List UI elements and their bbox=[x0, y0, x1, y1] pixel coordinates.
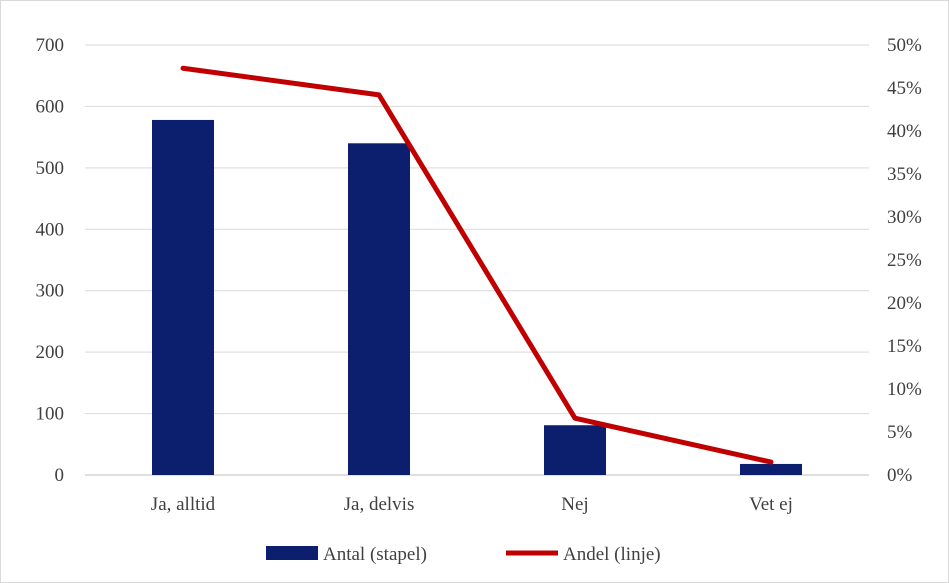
right-tick-label: 45% bbox=[887, 78, 922, 99]
legend-label-line: Andel (linje) bbox=[563, 544, 661, 565]
right-tick-label: 10% bbox=[887, 379, 922, 400]
bar-1 bbox=[152, 119, 214, 475]
legend-label-bar: Antal (stapel) bbox=[323, 544, 427, 565]
left-tick-label: 200 bbox=[36, 342, 65, 363]
x-axis: Ja, alltid Ja, delvis Nej Vet ej bbox=[151, 494, 793, 515]
left-tick-label: 700 bbox=[36, 35, 65, 56]
right-tick-label: 0% bbox=[887, 465, 913, 486]
bar-3 bbox=[544, 425, 606, 475]
x-tick-label: Vet ej bbox=[749, 494, 793, 515]
bar-2 bbox=[348, 143, 410, 476]
right-tick-label: 40% bbox=[887, 121, 922, 142]
left-tick-label: 400 bbox=[36, 219, 65, 240]
right-tick-label: 30% bbox=[887, 207, 922, 228]
gridlines bbox=[85, 44, 869, 476]
right-axis: 0% 5% 10% 15% 20% 25% 30% 35% 40% 45% 50% bbox=[887, 35, 922, 486]
legend: Antal (stapel) Andel (linje) bbox=[266, 544, 661, 565]
share-line bbox=[180, 65, 774, 465]
left-tick-label: 0 bbox=[55, 465, 65, 486]
legend-swatch-bar bbox=[266, 546, 318, 560]
right-tick-label: 15% bbox=[887, 336, 922, 357]
bars bbox=[152, 119, 802, 476]
right-tick-label: 50% bbox=[887, 35, 922, 56]
right-tick-label: 25% bbox=[887, 250, 922, 271]
x-tick-label: Ja, alltid bbox=[151, 494, 216, 515]
left-tick-label: 500 bbox=[36, 158, 65, 179]
left-tick-label: 300 bbox=[36, 281, 65, 302]
x-tick-label: Ja, delvis bbox=[344, 494, 415, 515]
right-tick-label: 35% bbox=[887, 164, 922, 185]
left-tick-label: 600 bbox=[36, 96, 65, 117]
bar-4 bbox=[740, 463, 802, 475]
right-tick-label: 5% bbox=[887, 422, 913, 443]
left-axis: 0 100 200 300 400 500 600 700 bbox=[36, 35, 65, 486]
share-line-path bbox=[180, 65, 774, 465]
right-tick-label: 20% bbox=[887, 293, 922, 314]
left-tick-label: 100 bbox=[36, 404, 65, 425]
x-tick-label: Nej bbox=[561, 494, 588, 515]
